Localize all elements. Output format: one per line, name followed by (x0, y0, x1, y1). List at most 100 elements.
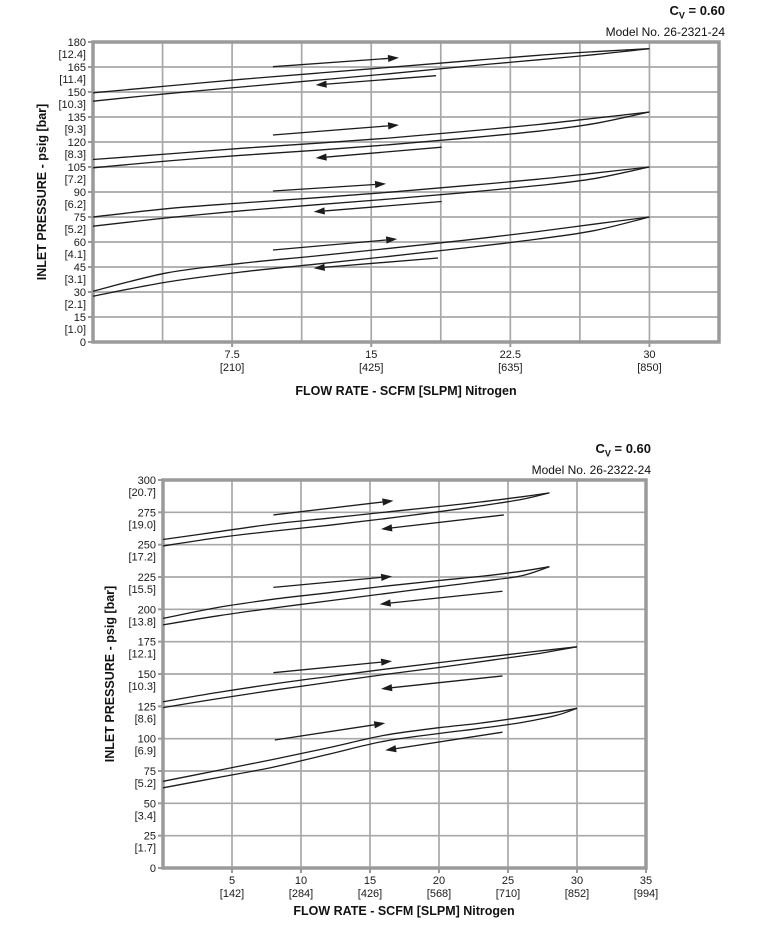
x-tick-label: 20 (433, 875, 445, 887)
x-tick-label-slpm: [710] (496, 888, 520, 900)
y-tick-label: 175 (138, 637, 156, 649)
arrow-increasing-flow (273, 498, 394, 516)
y-tick-label-bar: [3.1] (65, 274, 86, 286)
y-tick-labels: 300[20.7]275[19.0]250[17.2]225[15.5]200[… (128, 475, 156, 875)
y-tick-label: 250 (138, 540, 156, 552)
x-axis-title: FLOW RATE - SCFM [SLPM] Nitrogen (295, 384, 517, 398)
curve-increasing-flow (92, 111, 650, 169)
y-tick-label: 135 (68, 112, 86, 124)
x-tick-label: 7.5 (224, 349, 239, 361)
y-axis-title: INLET PRESSURE - psig [bar] (103, 585, 117, 763)
y-tick-label: 120 (68, 137, 86, 149)
x-tick-labels: 7.5[210] 15[425] 22.5[635] 30[850] (220, 349, 662, 374)
y-tick-label: 105 (68, 162, 86, 174)
model-number: Model No. 26-2322-24 (531, 462, 651, 477)
y-tick-label: 90 (74, 187, 86, 199)
tick-marks (88, 41, 651, 347)
x-tick-label: 10 (295, 875, 307, 887)
y-tick-label-bar: [10.3] (58, 99, 86, 111)
y-tick-label: 75 (74, 212, 86, 224)
y-tick-labels: 180[12.4]165[11.4]150[10.3]135[9.3]120[8… (58, 37, 86, 349)
y-tick-label-bar: [5.2] (65, 224, 86, 236)
arrow-increasing-flow (272, 180, 387, 192)
x-tick-labels: 5[142] 10[284] 15[426] 20[568] 25[710] 30[852… (220, 875, 658, 900)
y-tick-label: 60 (74, 237, 86, 249)
curve-increasing-flow (92, 216, 650, 297)
y-tick-label: 100 (138, 734, 156, 746)
x-tick-label-slpm: [850] (637, 362, 661, 374)
y-tick-label: 300 (138, 475, 156, 487)
series-loop-1 (92, 48, 650, 102)
curve-decreasing-flow (92, 111, 650, 161)
chart-model-26-2321-24: 180 [12.4] 165 [11.4] 150 [10.3] 135 [9.3] 120 [8… (0, 0, 765, 420)
chart-model-26-2322-24: 300 [20.7] 275 [19.0] 250 [17.2] 225 [15.5] 200[… (0, 435, 765, 951)
y-tick-label-bar: [9.3] (65, 124, 86, 136)
y-tick-label: 30 (74, 287, 86, 299)
curve-increasing-flow (162, 566, 550, 626)
curve-decreasing-flow (162, 492, 550, 541)
curve-decreasing-flow (92, 48, 650, 94)
arrow-increasing-flow (274, 721, 386, 741)
curve-decreasing-flow (162, 707, 578, 782)
y-tick-label: 225 (138, 572, 156, 584)
curve-decreasing-flow (92, 216, 650, 292)
y-tick-label: 50 (144, 798, 156, 810)
arrow-decreasing-flow (313, 200, 442, 215)
arrow-increasing-flow (272, 54, 399, 68)
model-number: Model No. 26-2321-24 (605, 24, 725, 39)
y-tick-label-bar: [11.4] (59, 74, 86, 86)
y-tick-label-bar: [15.5] (128, 584, 156, 596)
chart-2-header: CV = 0.60 Model No. 26-2322-24 (532, 442, 651, 477)
y-tick-label-bar: [1.7] (135, 843, 156, 855)
curve-increasing-flow (92, 48, 650, 102)
y-tick-label: 75 (144, 766, 156, 778)
y-tick-label: 0 (150, 863, 156, 875)
y-tick-label-bar: [2.1] (65, 299, 86, 311)
x-axis-title: FLOW RATE - SCFM [SLPM] Nitrogen (293, 904, 515, 918)
y-tick-label-bar: [17.2] (128, 552, 156, 564)
arrow-increasing-flow (272, 236, 398, 251)
y-tick-label-bar: [12.1] (128, 649, 156, 661)
y-tick-label: 200 (138, 604, 156, 616)
gridlines (93, 42, 719, 342)
y-tick-label-bar: [6.9] (135, 746, 156, 758)
series-loop-3 (92, 166, 650, 227)
y-tick-label: 45 (74, 262, 86, 274)
y-tick-label: 275 (138, 507, 156, 519)
y-tick-label-bar: [6.2] (65, 199, 86, 211)
curve-decreasing-flow (162, 646, 578, 703)
x-tick-label-slpm: [426] (358, 888, 382, 900)
y-tick-label: 15 (74, 312, 86, 324)
x-tick-label: 30 (571, 875, 583, 887)
x-tick-label: 30 (643, 349, 655, 361)
chart-1-header: CV = 0.60 Model No. 26-2321-24 (606, 4, 725, 39)
x-tick-label-slpm: [210] (220, 362, 244, 374)
arrow-increasing-flow (272, 122, 399, 136)
gridlines (163, 480, 646, 868)
y-tick-label-bar: [19.0] (128, 519, 156, 531)
arrow-decreasing-flow (381, 675, 503, 692)
cv-label: CV = 0.60 (595, 441, 651, 459)
curve-increasing-flow (162, 646, 578, 709)
y-tick-label-bar: [13.8] (128, 616, 156, 628)
curve-increasing-flow (92, 166, 650, 227)
y-tick-label: 0 (80, 337, 86, 349)
x-tick-label-slpm: [425] (359, 362, 383, 374)
arrow-decreasing-flow (315, 146, 442, 161)
arrow-increasing-flow (273, 573, 393, 588)
x-tick-label: 25 (502, 875, 514, 887)
x-tick-label: 22.5 (500, 349, 521, 361)
x-tick-label-slpm: [635] (498, 362, 522, 374)
y-tick-label: 25 (144, 831, 156, 843)
x-tick-label-slpm: [852] (565, 888, 589, 900)
x-tick-label-slpm: [568] (427, 888, 451, 900)
x-tick-label: 15 (365, 349, 377, 361)
y-tick-label-bar: [1.0] (65, 324, 86, 336)
x-tick-label-slpm: [284] (289, 888, 313, 900)
y-tick-label-bar: [5.2] (135, 778, 156, 790)
series-loop-4 (162, 707, 578, 789)
arrow-decreasing-flow (313, 257, 439, 271)
arrow-decreasing-flow (315, 75, 437, 88)
y-tick-label: 165 (68, 62, 86, 74)
